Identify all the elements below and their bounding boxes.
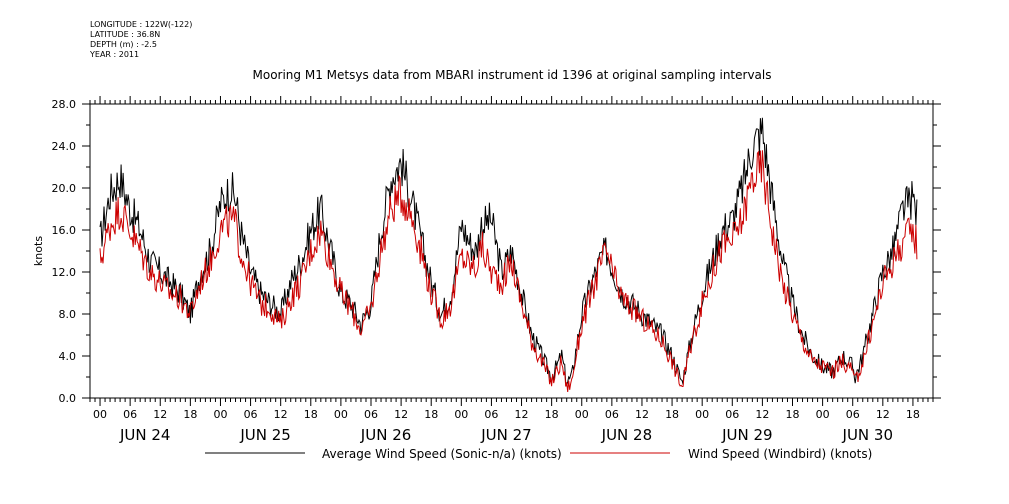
x-tick-label: 12 (876, 408, 890, 421)
x-tick-label: 06 (484, 408, 498, 421)
y-tick-label: 4.0 (59, 350, 77, 363)
x-tick-label: 18 (665, 408, 679, 421)
y-tick-label: 12.0 (52, 266, 77, 279)
x-tick-label: 00 (575, 408, 589, 421)
depth-label: DEPTH (m) : -2.5 (90, 40, 157, 49)
x-day-label: JUN 29 (721, 426, 772, 444)
x-tick-label: 06 (605, 408, 619, 421)
series-line-2 (99, 150, 918, 393)
y-axis: 0.0 4.0 8.0 12.0 16.0 20.0 24.0 28.0 (52, 98, 941, 405)
x-tick-label: 06 (123, 408, 137, 421)
x-tick-label: 06 (725, 408, 739, 421)
x-day-label: JUN 30 (842, 426, 893, 444)
longitude-label: LONGITUDE : 122W(-122) (90, 20, 193, 29)
x-tick-label: 00 (334, 408, 348, 421)
legend-label-2: Wind Speed (Windbird) (knots) (688, 447, 872, 461)
x-day-label: JUN 24 (119, 426, 170, 444)
x-day-label: JUN 28 (601, 426, 652, 444)
x-tick-label: 00 (695, 408, 709, 421)
legend: Average Wind Speed (Sonic-n/a) (knots) Wi… (205, 447, 872, 461)
y-tick-label: 16.0 (52, 224, 77, 237)
x-tick-label: 18 (906, 408, 920, 421)
series-lines (99, 117, 918, 393)
x-tick-label: 12 (394, 408, 408, 421)
metadata-block: LONGITUDE : 122W(-122) LATITUDE : 36.8N … (90, 20, 192, 60)
legend-label-1: Average Wind Speed (Sonic-n/a) (knots) (322, 447, 562, 461)
y-axis-label: knots (32, 236, 45, 266)
y-tick-label: 8.0 (59, 308, 77, 321)
x-tick-label: 18 (545, 408, 559, 421)
y-tick-label: 28.0 (52, 98, 77, 111)
x-day-label: JUN 25 (239, 426, 290, 444)
x-tick-label: 12 (755, 408, 769, 421)
x-axis: 00 06 12 18 00 06 12 18 00 06 12 18 00 06 12 18 00 06 12 18… (89, 96, 934, 444)
x-day-label: JUN 26 (360, 426, 411, 444)
x-tick-label: 18 (183, 408, 197, 421)
y-tick-label: 24.0 (52, 140, 77, 153)
x-tick-label: 12 (153, 408, 167, 421)
y-tick-label: 20.0 (52, 182, 77, 195)
x-tick-label: 12 (274, 408, 288, 421)
x-tick-label: 06 (244, 408, 258, 421)
y-tick-label: 0.0 (59, 392, 77, 405)
x-tick-label: 00 (213, 408, 227, 421)
x-tick-label: 00 (93, 408, 107, 421)
x-tick-label: 06 (364, 408, 378, 421)
x-tick-label: 12 (635, 408, 649, 421)
x-tick-label: 12 (515, 408, 529, 421)
x-tick-label: 18 (786, 408, 800, 421)
chart-title: Mooring M1 Metsys data from MBARI instru… (253, 68, 772, 82)
x-day-label: JUN 27 (480, 426, 531, 444)
latitude-label: LATITUDE : 36.8N (90, 30, 161, 39)
x-tick-label: 00 (816, 408, 830, 421)
x-tick-label: 18 (304, 408, 318, 421)
x-tick-label: 06 (846, 408, 860, 421)
x-tick-label: 18 (424, 408, 438, 421)
year-label: YEAR : 2011 (90, 50, 140, 59)
x-tick-label: 00 (454, 408, 468, 421)
series-line-1 (99, 117, 918, 388)
